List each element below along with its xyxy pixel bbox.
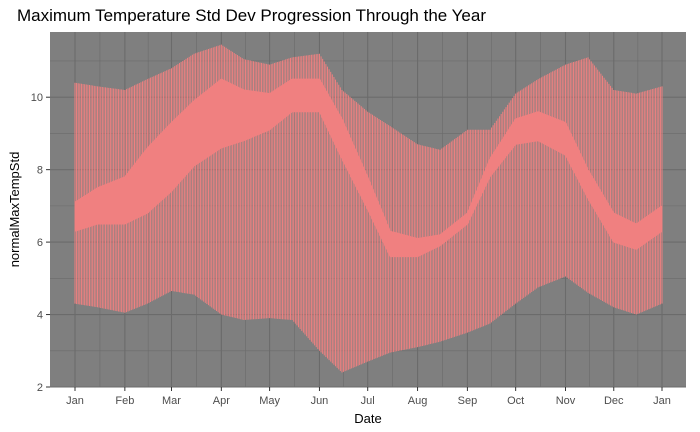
- x-tick-label: Dec: [604, 395, 624, 407]
- x-tick-label: Aug: [408, 395, 428, 407]
- y-axis: 2 4 6 8 10: [31, 92, 50, 394]
- x-axis: Jan Feb Mar Apr May Jun Jul Aug Sep Oct Nov Dec Jan: [66, 387, 671, 407]
- y-tick-label: 8: [37, 165, 43, 177]
- inner-range-band: [74, 78, 663, 258]
- x-axis-title: Date: [354, 411, 381, 426]
- y-tick-label: 2: [37, 382, 43, 394]
- y-tick-label: 4: [37, 310, 43, 322]
- y-axis-title: normalMaxTempStd: [7, 152, 22, 268]
- y-tick-label: 6: [37, 237, 43, 249]
- x-tick-label: Jun: [311, 395, 329, 407]
- x-tick-label: May: [259, 395, 280, 407]
- x-tick-label: Jul: [361, 395, 375, 407]
- chart-title: Maximum Temperature Std Dev Progression …: [17, 6, 487, 25]
- x-tick-label: Jan: [653, 395, 671, 407]
- x-tick-label: Nov: [556, 395, 576, 407]
- x-tick-label: Apr: [213, 395, 230, 407]
- inner-range-area: [74, 78, 663, 258]
- y-tick-label: 10: [31, 92, 43, 104]
- x-tick-label: Sep: [458, 395, 478, 407]
- x-tick-label: Jan: [66, 395, 84, 407]
- x-tick-label: Feb: [115, 395, 134, 407]
- x-tick-label: Oct: [507, 395, 524, 407]
- x-tick-label: Mar: [162, 395, 181, 407]
